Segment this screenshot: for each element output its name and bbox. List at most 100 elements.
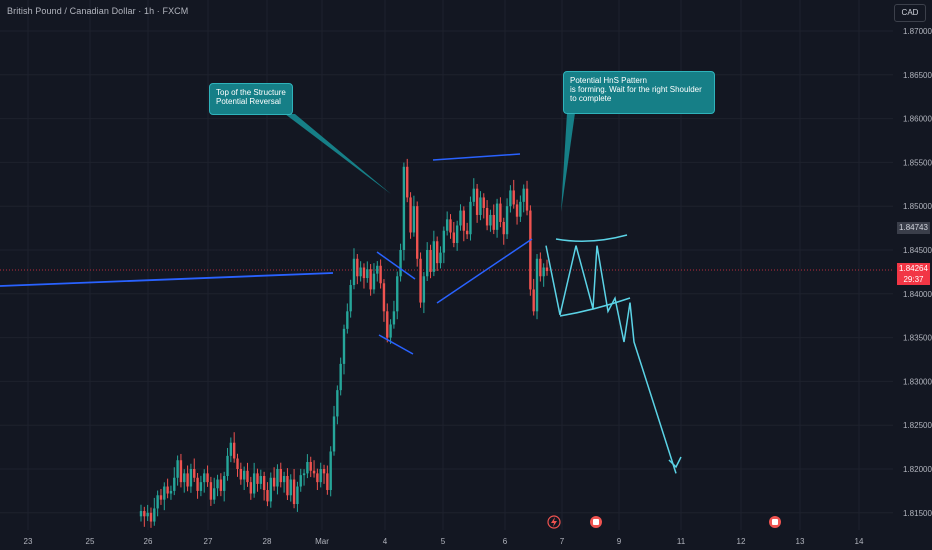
y-tick-label: 1.83500 [903, 334, 932, 343]
candle-body [419, 258, 422, 303]
candle-body [485, 207, 489, 226]
candle-body [376, 265, 379, 274]
candle-body [242, 470, 246, 480]
candle-body [199, 482, 203, 491]
candle-body [306, 461, 309, 474]
range-top-line[interactable] [432, 153, 521, 161]
candle-body [489, 214, 492, 226]
candle-body [232, 442, 236, 459]
callout-hns-pattern[interactable]: Potential HnS Pattern is forming. Wait f… [563, 71, 715, 114]
candle-body [319, 469, 322, 483]
candle-body [502, 221, 505, 235]
candle-body [525, 188, 529, 211]
candle-body [482, 197, 485, 208]
candle-body [236, 458, 239, 469]
candle-body [402, 166, 406, 250]
candle-body [289, 479, 292, 496]
x-tick-label: 6 [503, 537, 508, 546]
candle-body [382, 283, 386, 312]
candle-body [439, 252, 442, 264]
candle-body [505, 206, 509, 235]
candle-body [252, 473, 256, 494]
x-tick-label: 26 [144, 537, 153, 546]
candle-body [366, 269, 369, 279]
candle-body [535, 258, 539, 312]
candle-body [346, 311, 349, 329]
y-tick-label: 1.85500 [903, 158, 932, 167]
candle-body [512, 190, 515, 205]
candle-body [276, 469, 279, 487]
candle-body [362, 267, 366, 279]
candle-body [455, 225, 459, 243]
candle-body [359, 267, 362, 277]
candle-body [189, 469, 193, 487]
candle-body [432, 241, 436, 272]
candle-body [222, 476, 226, 491]
callout-top-structure[interactable]: Top of the Structure Potential Reversal [209, 83, 293, 115]
candle-body [339, 363, 342, 391]
neckline-bottom-curve[interactable] [559, 297, 631, 317]
x-tick-label: 14 [855, 537, 864, 546]
candle-body [169, 490, 173, 494]
candle-body [495, 203, 499, 230]
drawings[interactable] [0, 113, 682, 474]
time-axis[interactable]: 23 25 26 27 28 Mar 4 5 6 7 9 11 12 13 14 [24, 537, 864, 546]
range-bottom-line[interactable] [436, 238, 533, 304]
candle-body [475, 188, 479, 215]
event-markers[interactable] [547, 515, 781, 529]
candle-body [479, 197, 482, 215]
current-price-badge: 1.84264 29:37 [897, 263, 930, 285]
candle-body [246, 470, 249, 483]
candle-body [399, 250, 402, 277]
y-tick-label: 1.83000 [903, 377, 932, 386]
x-tick-label: 5 [441, 537, 446, 546]
candle-body [352, 258, 356, 286]
flag-top-line[interactable] [376, 251, 416, 280]
candle-body [249, 482, 253, 494]
candle-body [492, 214, 495, 230]
candle-body [422, 276, 426, 303]
candle-body [213, 488, 216, 500]
candle-body [209, 482, 213, 500]
candle-body [435, 241, 439, 264]
candle-body [216, 479, 219, 489]
candle-body [396, 276, 399, 312]
x-tick-label: 9 [617, 537, 622, 546]
candle-body [156, 495, 159, 509]
candle-body [532, 289, 535, 312]
projection-arrowhead [668, 456, 682, 469]
price-axis[interactable]: 1.87000 1.86500 1.86000 1.85500 1.85000 1.845… [903, 27, 932, 518]
candle-body [442, 230, 446, 253]
candle-body [379, 265, 382, 284]
candle-body [519, 201, 522, 217]
y-tick-label: 1.87000 [903, 27, 932, 36]
y-tick-label: 1.84000 [903, 290, 932, 299]
candle-body [279, 469, 282, 483]
candle-body [256, 473, 259, 484]
candle-body [499, 203, 502, 222]
candle-body [322, 469, 326, 474]
support-trendline[interactable] [0, 272, 334, 287]
flag-glyph [772, 519, 778, 525]
candle-body [356, 258, 359, 277]
candle-body [286, 476, 289, 496]
candle-body [386, 311, 389, 338]
marker-price-badge: 1.84743 [897, 222, 930, 234]
candle-body [539, 258, 542, 277]
candle-body [272, 477, 276, 487]
currency-button[interactable]: CAD [894, 4, 926, 22]
x-tick-label: 4 [383, 537, 388, 546]
candle-body [309, 461, 312, 471]
candle-body [416, 206, 419, 259]
flag-bottom-line[interactable] [378, 334, 414, 355]
y-tick-label: 1.82000 [903, 465, 932, 474]
candle-body [329, 451, 332, 491]
candle-body [522, 188, 525, 202]
candle-body [229, 442, 233, 456]
neckline-top-curve[interactable] [555, 234, 628, 242]
candle-body [193, 469, 196, 478]
candle-body [219, 479, 223, 491]
projection-path[interactable] [545, 245, 677, 474]
